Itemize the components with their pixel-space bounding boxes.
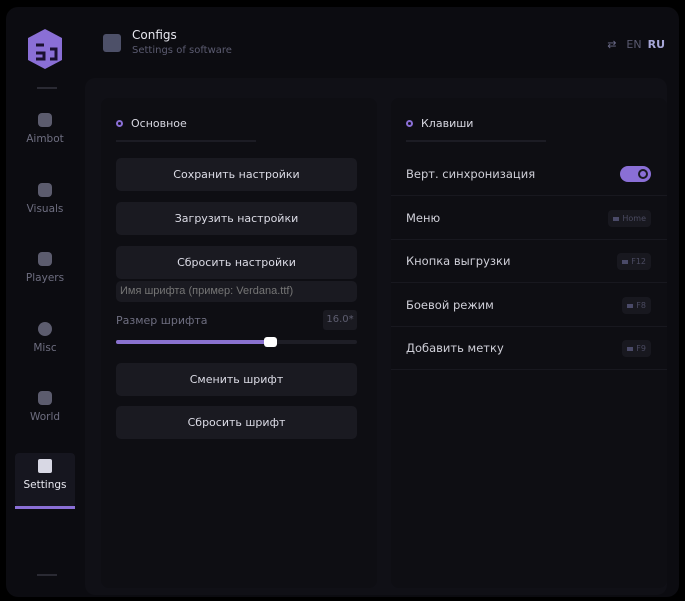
sidebar: Aimbot Visuals Players Misc World Settin…: [6, 7, 84, 597]
vr-icon: [38, 183, 52, 197]
keys-section: Клавиши Верт. синхронизация Меню Home Кно…: [391, 98, 667, 588]
divider: [406, 140, 546, 142]
slider-fill: [116, 340, 271, 344]
logo-icon: [28, 29, 62, 69]
keybind-button[interactable]: F12: [617, 253, 651, 270]
label: Misc: [33, 342, 57, 354]
lang-ru[interactable]: RU: [647, 38, 665, 51]
sidebar-item-misc[interactable]: Misc: [15, 316, 75, 370]
label: Players: [25, 272, 65, 284]
sidebar-item-players[interactable]: Players: [15, 246, 75, 300]
divider: [37, 574, 57, 576]
divider: [116, 140, 256, 142]
sidebar-item-settings[interactable]: Settings: [15, 453, 75, 509]
slider-thumb[interactable]: [264, 337, 278, 347]
font-size-value: 16.0*: [323, 310, 357, 330]
keybind-label: Меню: [406, 211, 441, 225]
section-title: Клавиши: [406, 117, 473, 130]
keybind-row: Кнопка выгрузки F12: [391, 240, 667, 283]
section-title: Основное: [116, 117, 187, 130]
keybind-row: Меню Home: [391, 197, 667, 240]
page-title: Configs: [132, 28, 177, 42]
briefcase-icon: [38, 391, 52, 405]
list-icon: [38, 459, 52, 473]
sidebar-item-world[interactable]: World: [15, 385, 75, 439]
section-dot-icon: [116, 120, 123, 127]
reset-font-button[interactable]: Сбросить шрифт: [116, 406, 357, 439]
label: Settings: [23, 479, 67, 491]
language-switch: ⇄ EN RU: [607, 38, 665, 51]
section-label: Клавиши: [421, 117, 474, 130]
lang-en[interactable]: EN: [626, 38, 642, 51]
keybind-label: Боевой режим: [406, 298, 494, 312]
keybind-row: Добавить метку F9: [391, 327, 667, 370]
keybind-label: Добавить метку: [406, 341, 504, 355]
users-icon: [38, 252, 52, 266]
page-subtitle: Settings of software: [132, 45, 232, 56]
translate-icon: ⇄: [607, 38, 617, 51]
font-size-slider[interactable]: [116, 337, 357, 347]
general-section: Основное Сохранить настройки Загрузить н…: [101, 98, 377, 588]
main-panel: Основное Сохранить настройки Загрузить н…: [85, 78, 667, 595]
label: World: [29, 411, 61, 423]
vsync-toggle[interactable]: [620, 166, 651, 182]
save-settings-button[interactable]: Сохранить настройки: [116, 158, 357, 191]
keybind-label: Кнопка выгрузки: [406, 254, 511, 268]
keybind-button[interactable]: F9: [622, 340, 651, 357]
divider: [37, 87, 57, 89]
reset-settings-button[interactable]: Сбросить настройки: [116, 246, 357, 279]
list-icon: [103, 34, 121, 52]
label: Visuals: [26, 203, 64, 215]
change-font-button[interactable]: Сменить шрифт: [116, 363, 357, 396]
font-name-input[interactable]: [116, 281, 357, 302]
sidebar-item-visuals[interactable]: Visuals: [15, 177, 75, 231]
vsync-label: Верт. синхронизация: [406, 167, 536, 181]
app-window: Aimbot Visuals Players Misc World Settin…: [6, 7, 679, 597]
keybind-row: Боевой режим F8: [391, 284, 667, 327]
chat-icon: [38, 322, 52, 336]
keybind-button[interactable]: Home: [608, 210, 651, 227]
keybind-button[interactable]: F8: [622, 297, 651, 314]
skull-icon: [38, 113, 52, 127]
section-label: Основное: [131, 117, 187, 130]
label: Aimbot: [26, 133, 64, 145]
sidebar-item-aimbot[interactable]: Aimbot: [15, 107, 75, 161]
section-dot-icon: [406, 120, 413, 127]
vsync-row: Верт. синхронизация: [391, 153, 667, 196]
load-settings-button[interactable]: Загрузить настройки: [116, 202, 357, 235]
font-size-label: Размер шрифта: [116, 314, 208, 327]
